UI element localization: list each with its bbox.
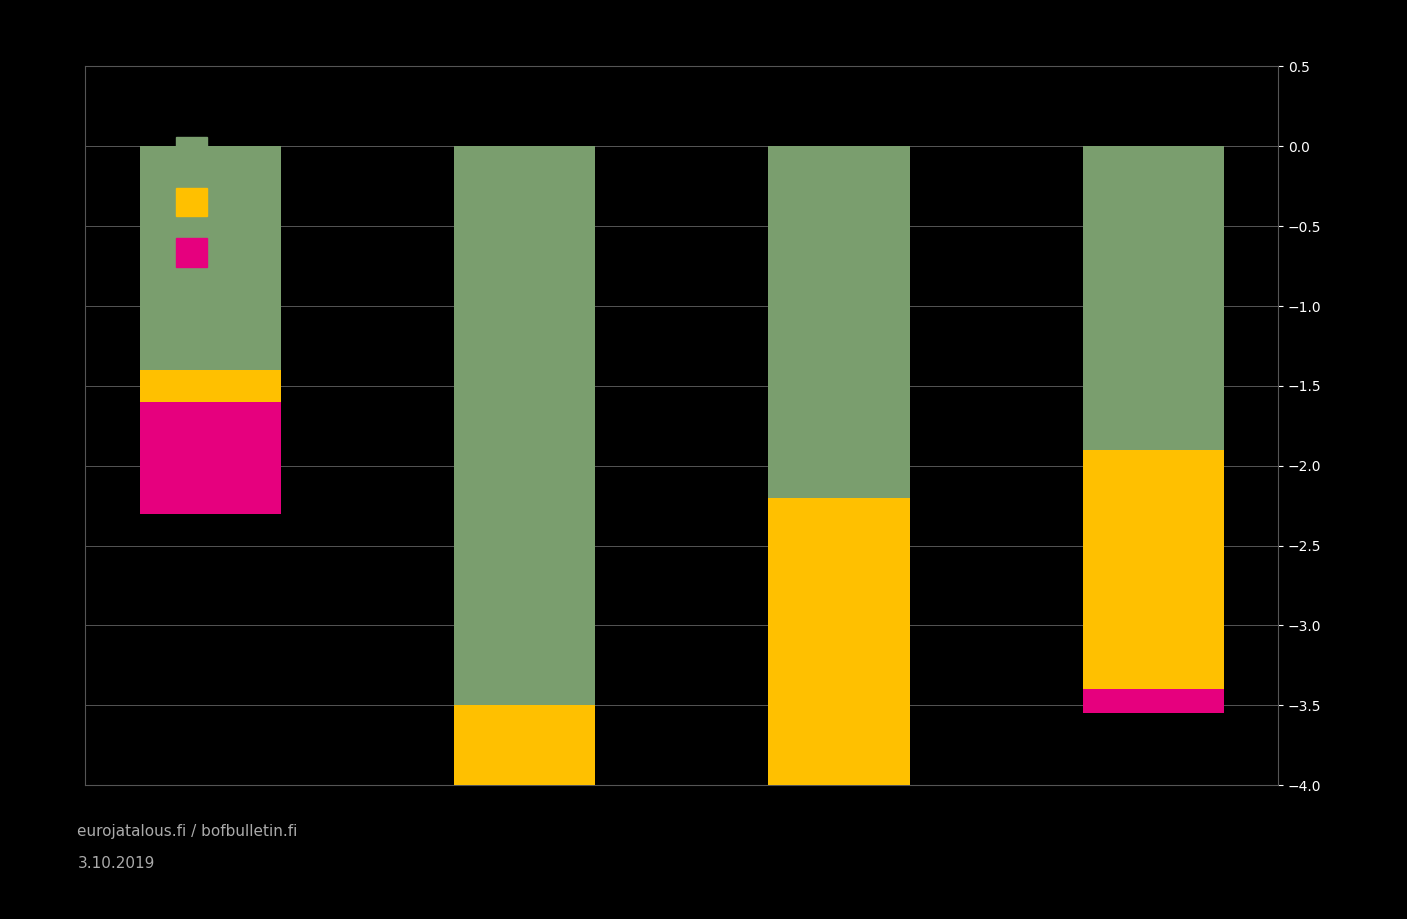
Bar [768, 785, 910, 865]
Text: eurojatalous.fi / bofbulletin.fi: eurojatalous.fi / bofbulletin.fi [77, 824, 298, 839]
Bar [768, 146, 910, 498]
Bar [139, 370, 281, 402]
Bar [454, 706, 595, 785]
Bar [1082, 146, 1224, 449]
Bar [1082, 689, 1224, 713]
Bar [1082, 449, 1224, 689]
Bar [139, 146, 281, 370]
Bar [454, 146, 595, 706]
Bar [139, 402, 281, 514]
Text: 3.10.2019: 3.10.2019 [77, 857, 155, 871]
Bar [768, 498, 910, 785]
